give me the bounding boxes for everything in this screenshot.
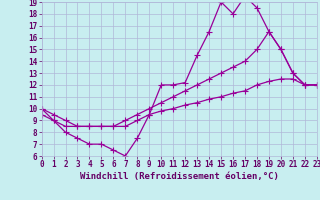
X-axis label: Windchill (Refroidissement éolien,°C): Windchill (Refroidissement éolien,°C) [80,172,279,181]
